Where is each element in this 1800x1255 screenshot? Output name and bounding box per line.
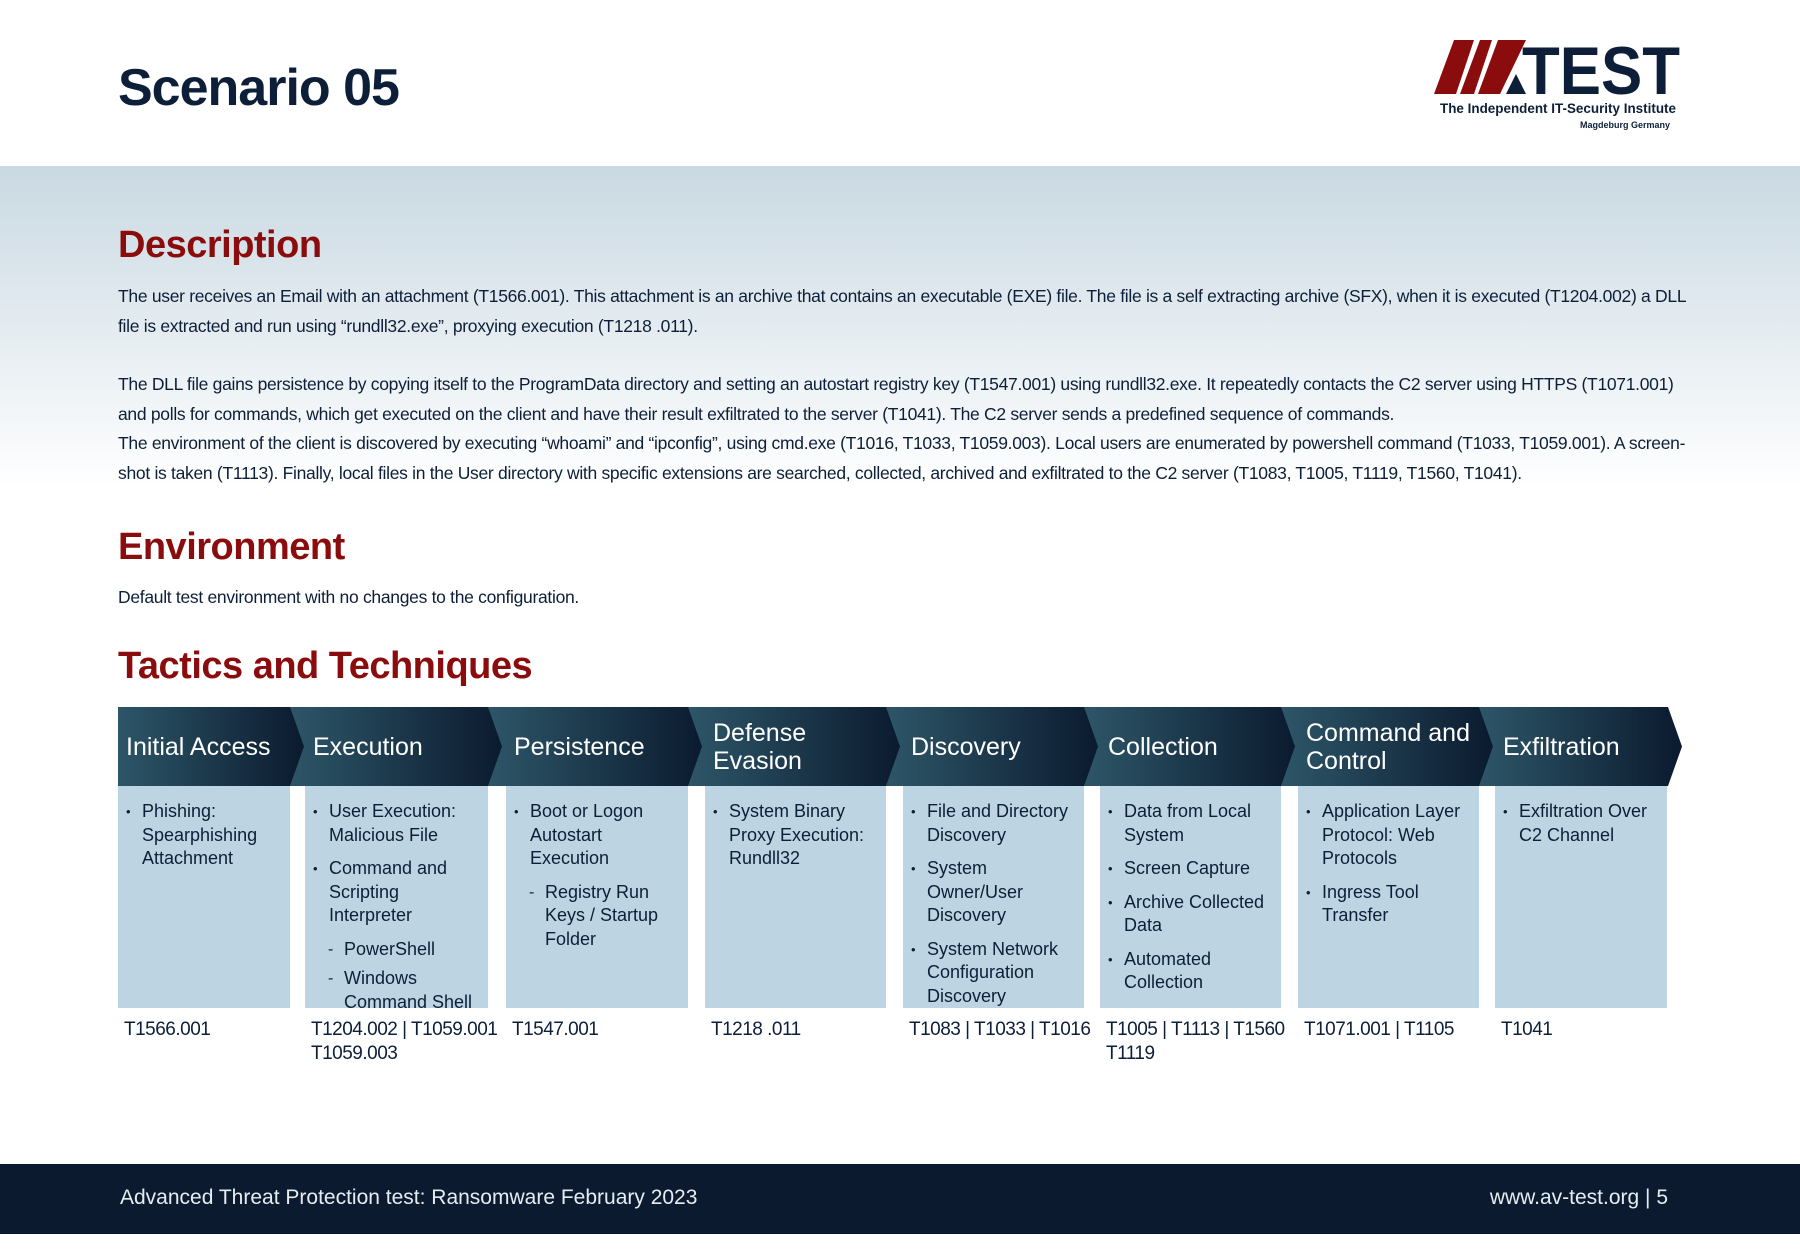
technique-item: Windows Command Shell: [313, 967, 482, 1014]
technique-item: System Binary Proxy Execution: Rundll32: [713, 800, 880, 871]
technique-item: System Network Configuration Discovery: [911, 938, 1078, 1009]
technique-box-persistence: Boot or Logon Autostart Execution Registr…: [506, 786, 688, 1008]
technique-codes: T1566.001: [124, 1019, 211, 1040]
environment-text: Default test environment with no changes…: [118, 587, 579, 607]
technique-item: Command and Scripting Interpreter: [313, 857, 482, 928]
tactic-title: Persistence: [514, 732, 645, 761]
tactic-title: Collection: [1108, 732, 1218, 761]
technique-box-command-and-control: Application Layer Protocol: Web Protocol…: [1298, 786, 1479, 1008]
technique-item: Data from Local System: [1108, 800, 1275, 847]
technique-item: Registry Run Keys / Startup Folder: [514, 881, 682, 952]
technique-item: Application Layer Protocol: Web Protocol…: [1306, 800, 1473, 871]
tactic-header-discovery: Discovery: [886, 707, 1100, 786]
technique-item: Phishing: Spearphishing Attachment: [126, 800, 284, 871]
technique-box-discovery: File and Directory Discovery System Owner…: [903, 786, 1084, 1008]
environment-heading: Environment: [118, 526, 345, 568]
tactic-header-initial-access: Initial Access: [118, 707, 305, 786]
technique-codes: T1218 .011: [711, 1019, 801, 1040]
tactic-header-execution: Execution: [290, 707, 506, 786]
technique-item: Screen Capture: [1108, 857, 1275, 881]
tactic-header-collection: Collection: [1084, 707, 1298, 786]
technique-box-initial-access: Phishing: Spearphishing Attachment: [118, 786, 290, 1008]
technique-codes: T1005 | T1113 | T1560 T1119: [1106, 1019, 1285, 1064]
tactic-header-defense-evasion: Defense Evasion: [688, 707, 903, 786]
page-title: Scenario 05: [118, 59, 400, 117]
technique-item: Automated Collection: [1108, 948, 1275, 995]
description-paragraph-3: The environment of the client is discove…: [118, 433, 1686, 483]
technique-item: Ingress Tool Transfer: [1306, 881, 1473, 928]
description-heading: Description: [118, 224, 322, 266]
technique-item: File and Directory Discovery: [911, 800, 1078, 847]
technique-item: Boot or Logon Autostart Execution: [514, 800, 682, 871]
technique-item: Archive Collected Data: [1108, 891, 1275, 938]
av-test-logo: TEST The Independent IT-Security Institu…: [1434, 36, 1680, 130]
technique-box-defense-evasion: System Binary Proxy Execution: Rundll32: [705, 786, 886, 1008]
technique-codes: T1204.002 | T1059.001 T1059.003: [311, 1019, 498, 1064]
svg-text:Magdeburg Germany: Magdeburg Germany: [1580, 120, 1670, 130]
description-paragraph-1: The user receives an Email with an attac…: [118, 286, 1686, 336]
technique-codes: T1547.001: [512, 1019, 599, 1040]
technique-codes: T1041: [1501, 1019, 1553, 1040]
technique-box-execution: User Execution: Malicious File Command an…: [305, 786, 488, 1012]
footer-site-page: www.av-test.org | 5: [1489, 1186, 1668, 1209]
svg-text:TEST: TEST: [1522, 36, 1680, 109]
tactic-title: Execution: [313, 732, 423, 761]
footer-report-title: Advanced Threat Protection test: Ransomw…: [120, 1186, 698, 1209]
tactic-title: Defense Evasion: [713, 718, 807, 775]
tactic-title: Discovery: [911, 732, 1021, 761]
header-band: [0, 166, 1800, 486]
tactic-title: Exfiltration: [1503, 732, 1620, 761]
tactic-header-command-and-control: Command and Control: [1281, 707, 1495, 786]
technique-item: PowerShell: [313, 938, 482, 962]
tactics-heading: Tactics and Techniques: [118, 645, 533, 687]
technique-box-collection: Data from Local System Screen Capture Arch…: [1100, 786, 1281, 1008]
tactic-header-persistence: Persistence: [488, 707, 705, 786]
technique-box-exfiltration: Exfiltration Over C2 Channel: [1495, 786, 1667, 1008]
technique-item: Exfiltration Over C2 Channel: [1503, 800, 1661, 847]
technique-codes: T1071.001 | T1105: [1304, 1019, 1454, 1040]
svg-text:The Independent IT-Security In: The Independent IT-Security Institute: [1440, 101, 1676, 116]
description-paragraph-2: The DLL file gains persistence by copyin…: [118, 374, 1674, 424]
footer: Advanced Threat Protection test: Ransomw…: [0, 1164, 1800, 1234]
technique-item: User Execution: Malicious File: [313, 800, 482, 847]
technique-codes: T1083 | T1033 | T1016: [909, 1019, 1091, 1040]
tactic-title: Command and Control: [1306, 718, 1470, 775]
tactic-title: Initial Access: [126, 732, 271, 761]
tactic-header-exfiltration: Exfiltration: [1479, 707, 1682, 786]
technique-item: System Owner/User Discovery: [911, 857, 1078, 928]
